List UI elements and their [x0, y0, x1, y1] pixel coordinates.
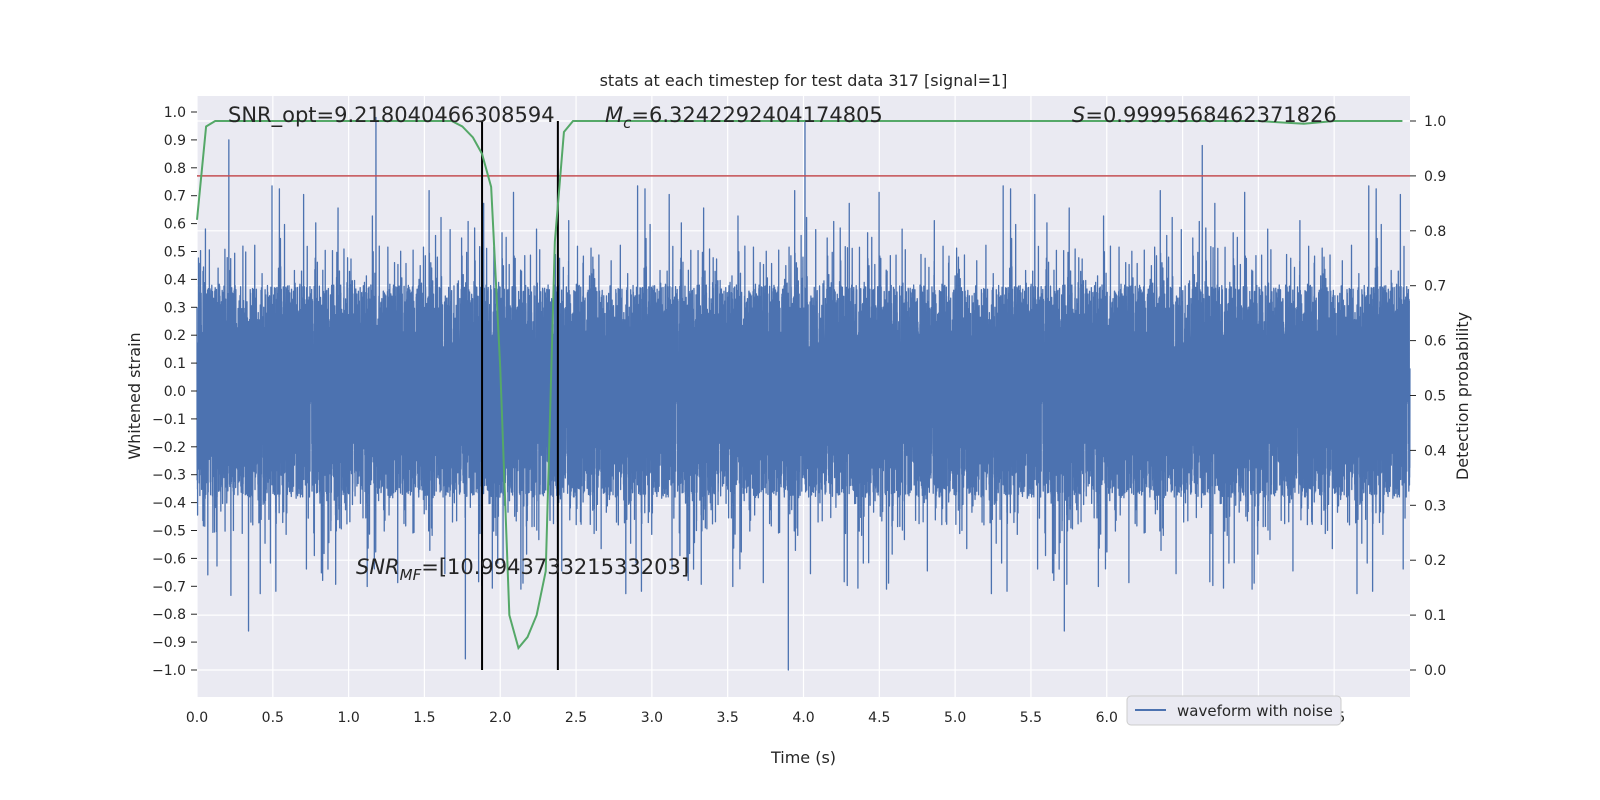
y-tick-label-left: 0.7 — [164, 189, 186, 205]
probability-line — [196, 120, 1403, 651]
y-tick-label-left: −1.0 — [152, 663, 186, 679]
chirp-mass-subscript: c — [623, 114, 632, 132]
x-tick-label: 1.5 — [413, 710, 435, 726]
y-tick-label-right: 0.8 — [1424, 224, 1446, 240]
chirp-mass-annotation: Mc=6.3242292404174805 — [605, 103, 883, 132]
snr-mf-annotation: SNRMF=[10.994373321533203] — [356, 555, 689, 584]
y-tick-label-left: −0.3 — [152, 468, 186, 484]
y-tick-label-left: 0.2 — [164, 328, 186, 344]
y-tick-label-left: −0.2 — [152, 440, 186, 456]
x-tick-label: 6.0 — [1096, 710, 1118, 726]
y-tick-label-left: −0.7 — [152, 579, 186, 595]
y-tick-label-right: 1.0 — [1424, 114, 1446, 130]
y-tick-label-left: 0.8 — [164, 161, 186, 177]
x-tick-label: 2.5 — [565, 710, 587, 726]
x-tick-label: 4.5 — [868, 710, 890, 726]
chirp-mass-symbol: M — [605, 103, 623, 127]
x-tick-label: 5.5 — [1020, 710, 1042, 726]
y-tick-label-left: 0.0 — [164, 384, 186, 400]
x-tick-label: 5.0 — [944, 710, 966, 726]
y-tick-label-left: 0.9 — [164, 133, 186, 149]
y-tick-label-left: 0.1 — [164, 356, 186, 372]
y-tick-label-right: 0.2 — [1424, 553, 1446, 569]
x-tick-label: 3.0 — [641, 710, 663, 726]
snr-mf-symbol: SNR — [356, 555, 400, 579]
y-tick-label-right: 0.1 — [1424, 608, 1446, 624]
x-tick-label: 0.0 — [186, 710, 208, 726]
y-tick-label-left: −0.9 — [152, 635, 186, 651]
y-tick-label-left: 0.6 — [164, 217, 186, 233]
spin-value: =0.9999568462371826 — [1085, 103, 1336, 127]
y-axis-label-right: Detection probability — [1453, 312, 1472, 480]
y-tick-label-right: 0.3 — [1424, 498, 1446, 514]
y-tick-label-right: 0.5 — [1424, 389, 1446, 405]
y-tick-label-left: 0.5 — [164, 245, 186, 261]
y-tick-label-left: −0.8 — [152, 607, 186, 623]
y-tick-label-left: −0.1 — [152, 412, 186, 428]
y-axis-label-left: Whitened strain — [125, 332, 144, 459]
snr-mf-value: =[10.994373321533203] — [421, 555, 689, 579]
axis-ticks: 0.00.51.01.52.02.53.03.54.04.55.05.56.06… — [152, 105, 1446, 726]
x-tick-label: 0.5 — [262, 710, 284, 726]
x-tick-label: 3.5 — [717, 710, 739, 726]
chart-title: stats at each timestep for test data 317… — [600, 71, 1008, 90]
y-tick-label-left: 0.4 — [164, 272, 186, 288]
waveform-line — [196, 116, 1411, 671]
spin-annotation: S=0.9999568462371826 — [1072, 103, 1337, 127]
y-tick-label-left: 1.0 — [164, 105, 186, 121]
y-tick-label-left: −0.5 — [152, 524, 186, 540]
snr-mf-subscript: MF — [400, 566, 422, 584]
x-axis-label: Time (s) — [770, 748, 836, 767]
y-tick-label-right: 0.0 — [1424, 663, 1446, 679]
x-tick-label: 4.0 — [792, 710, 814, 726]
y-tick-label-left: −0.4 — [152, 496, 186, 512]
snr-opt-annotation: SNR_opt=9.218040466308594 — [228, 103, 555, 128]
y-tick-label-left: 0.3 — [164, 300, 186, 316]
y-tick-label-right: 0.4 — [1424, 443, 1446, 459]
legend: waveform with noise — [1126, 695, 1342, 726]
legend-label-waveform: waveform with noise — [1177, 702, 1333, 720]
y-tick-label-right: 0.9 — [1424, 169, 1446, 185]
probability-series — [196, 120, 1403, 651]
x-tick-label: 2.0 — [489, 710, 511, 726]
y-tick-label-left: −0.6 — [152, 551, 186, 567]
waveform-series — [196, 116, 1411, 671]
chirp-mass-value: =6.3242292404174805 — [631, 103, 882, 127]
x-tick-label: 1.0 — [337, 710, 359, 726]
spin-symbol: S — [1072, 103, 1085, 127]
y-tick-label-right: 0.6 — [1424, 334, 1446, 350]
legend-box — [1126, 695, 1342, 726]
y-tick-label-right: 0.7 — [1424, 279, 1446, 295]
